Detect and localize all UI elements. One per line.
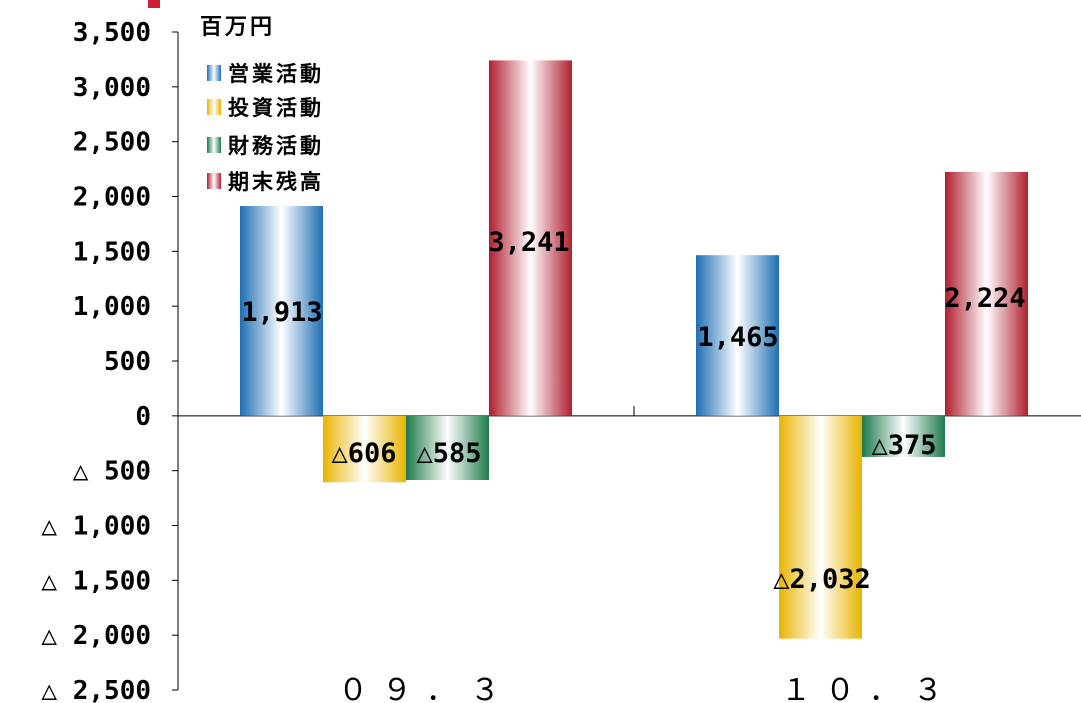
y-tick-label: 1,000 [73,292,151,322]
legend-label: 財務活動 [228,134,324,158]
legend-item: 営業活動 [207,62,324,86]
data-labels: 1,913 1,465 △606 △2,032 △585 △375 3,241 2,224 [241,227,1025,595]
legend-swatch [207,137,221,153]
legend-swatch [207,173,221,189]
data-label: 1,465 [697,322,778,353]
bar [862,415,945,457]
legend-swatch [207,99,221,115]
legend-item: 財務活動 [207,134,324,158]
bar [945,171,1028,416]
data-label: △2,032 [773,564,871,595]
y-tick-label: 2,000 [73,183,151,213]
y-tick-label: 500 [104,347,151,377]
bar [406,415,489,480]
y-tick-label: 3,500 [73,18,151,48]
bars [240,60,1028,639]
corner-accent-mark [148,0,160,8]
y-tick-label: 1,500 [73,237,151,267]
bar [779,415,862,639]
y-tick-label: 0 [135,402,151,432]
y-tick-label: 3,000 [73,73,151,103]
data-label: △606 [331,438,396,469]
bar [696,255,779,416]
legend-swatch [207,65,221,81]
legend-label: 投資活動 [228,96,324,120]
bar [489,60,572,416]
unit-label: 百万円 [200,15,275,40]
data-label: 1,913 [241,297,322,328]
legend-label: 営業活動 [228,62,324,86]
y-tick-label: △ 2,500 [41,676,151,703]
data-label: △375 [871,430,936,461]
x-category-label: ０９．３ [338,673,514,703]
y-tick-label: 2,500 [73,128,151,158]
data-label: 3,241 [488,227,569,258]
y-tick-label: △ 2,000 [41,621,151,651]
y-tick-label: △ 500 [73,457,151,487]
bar [240,206,323,416]
legend-label: 期末残高 [228,170,324,194]
legend-item: 投資活動 [207,96,324,120]
bar [323,415,406,483]
y-tick-label: △ 1,000 [41,512,151,542]
data-label: △585 [416,438,481,469]
data-label: 2,224 [944,283,1025,314]
axes: 3,500 3,000 2,500 2,000 1,500 1,000 500 0 △ 500 △… [41,18,1081,703]
y-tick-label: △ 1,500 [41,566,151,596]
legend-item: 期末残高 [207,170,324,194]
x-category-label: １０．３ [781,673,957,703]
